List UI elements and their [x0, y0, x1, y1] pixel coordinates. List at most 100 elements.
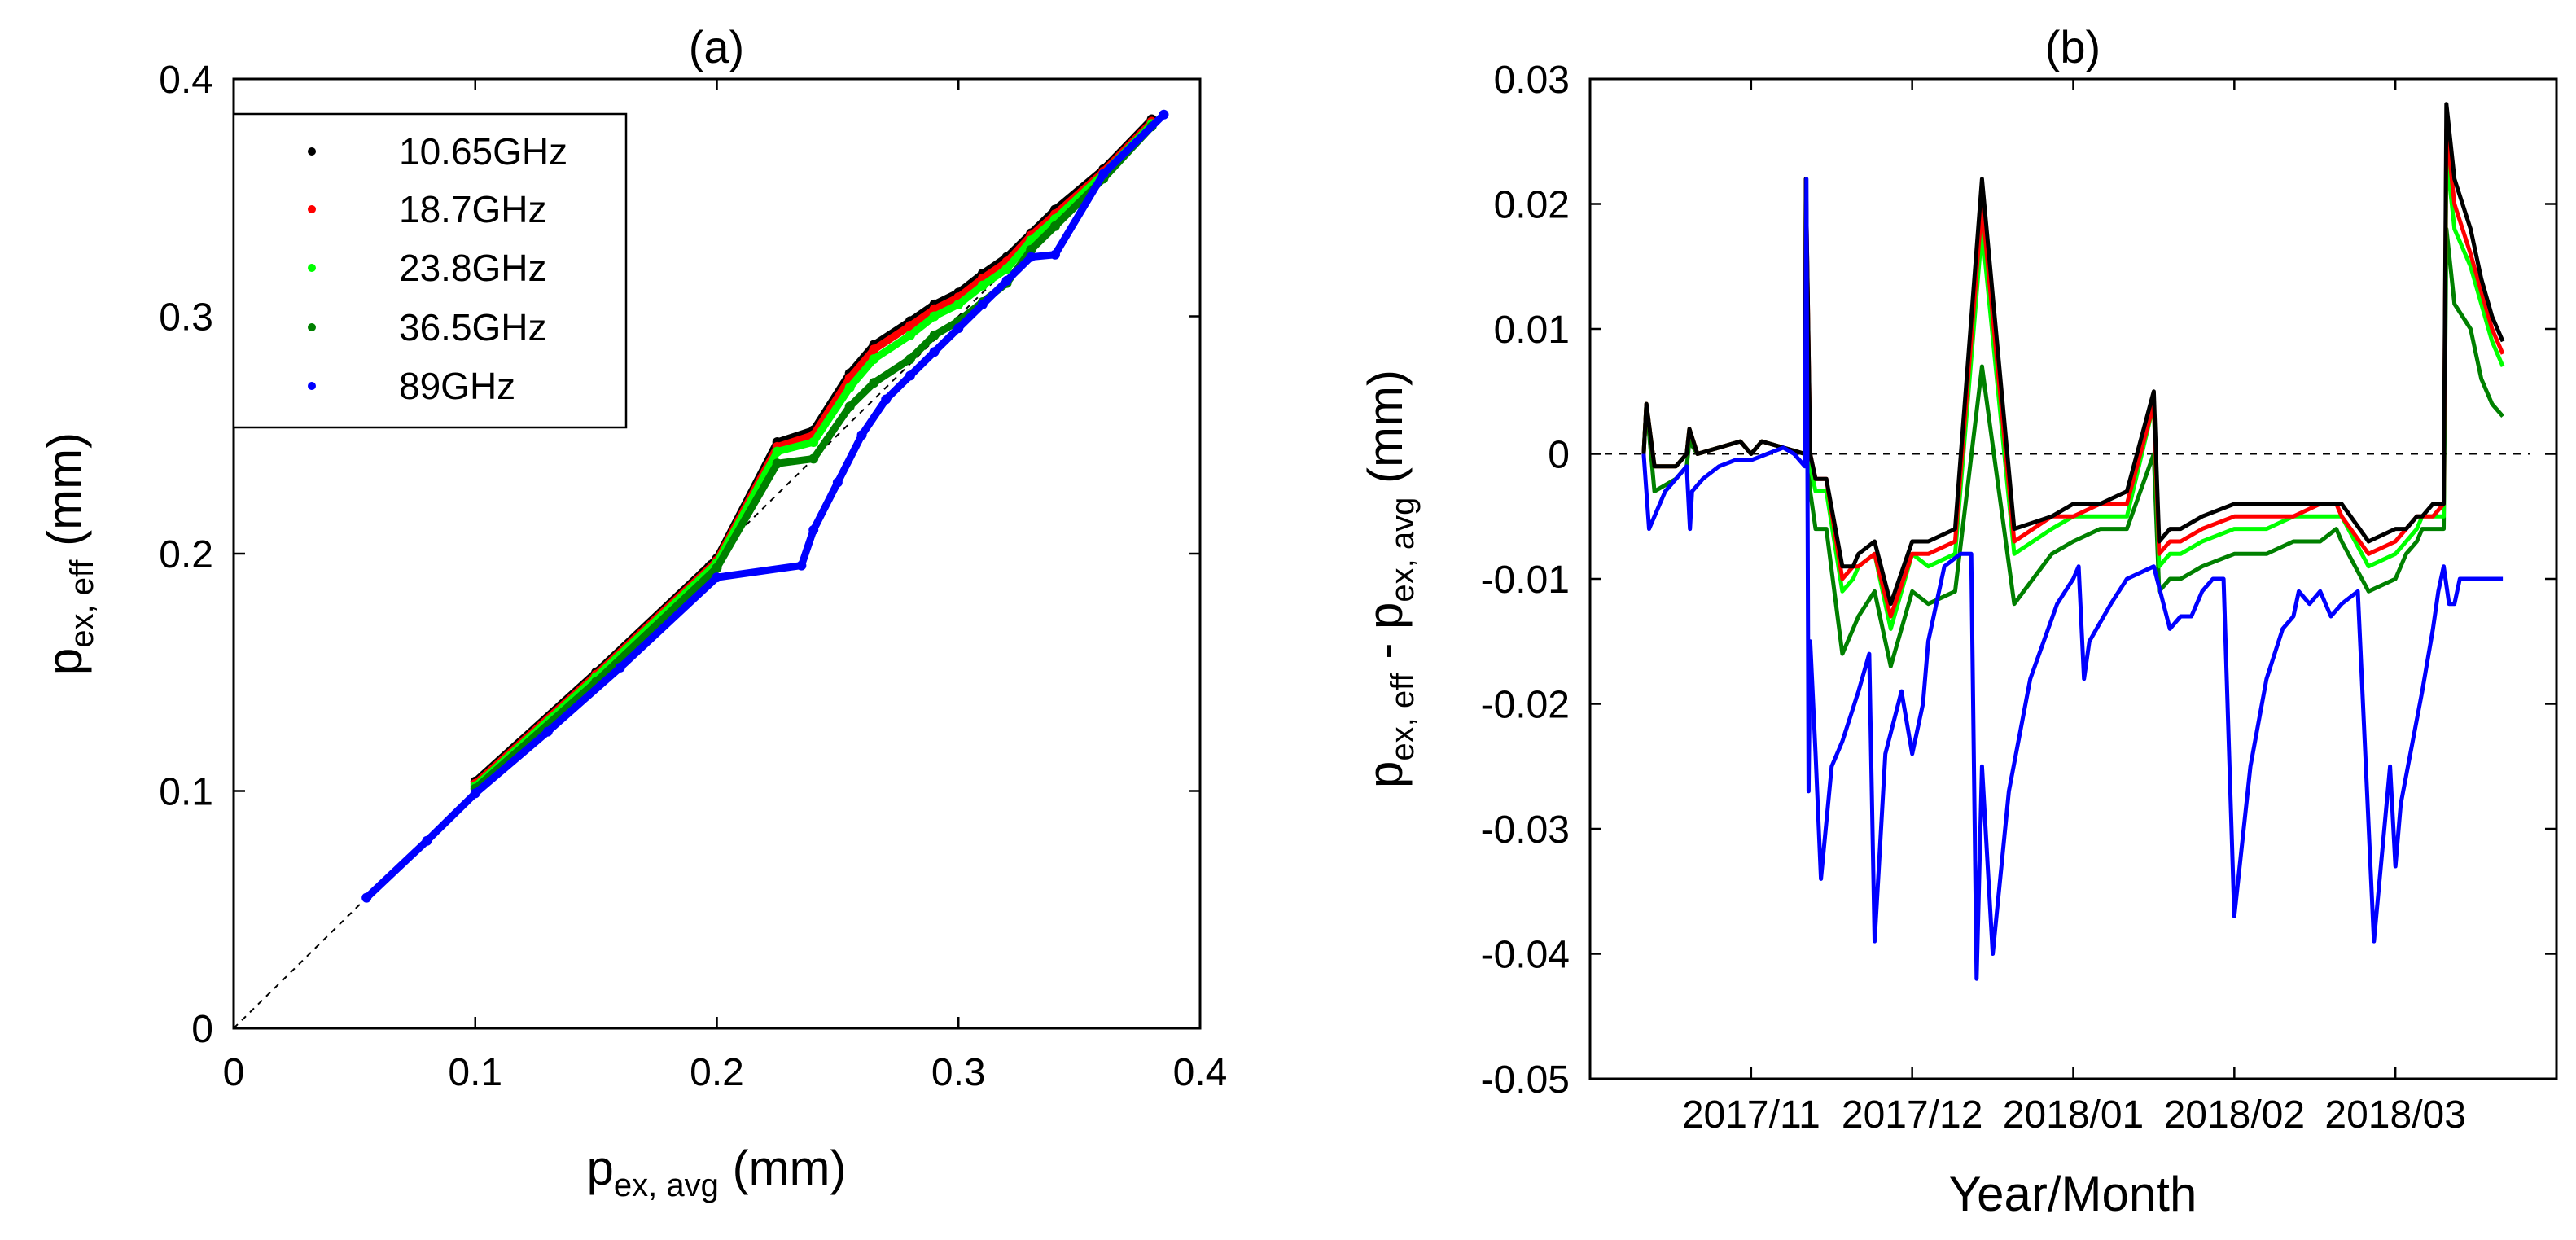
legend-marker-10-65ghz: [308, 147, 316, 156]
point-trail: [954, 282, 987, 309]
data-point: [844, 382, 855, 392]
data-point: [808, 524, 819, 535]
point-trail: [423, 789, 480, 845]
point-trail: [471, 728, 552, 797]
point-trail: [1003, 236, 1035, 273]
data-point: [1026, 252, 1036, 262]
point-trail: [870, 317, 914, 348]
data-point: [1026, 244, 1036, 255]
line-36-5ghz: [1641, 226, 2504, 668]
point-trail: [471, 677, 600, 793]
data-point: [542, 726, 553, 737]
point-trail: [809, 479, 842, 534]
point-trail: [882, 371, 914, 404]
legend-marker-23-8ghz: [308, 264, 316, 272]
data-point: [905, 353, 915, 364]
x-tick-label: 2017/12: [1842, 1093, 1983, 1137]
data-point: [881, 394, 892, 405]
data-point: [796, 560, 807, 571]
y-tick-label: 0.03: [1494, 59, 1570, 102]
legend-label-10-65ghz: 10.65GHz: [399, 130, 567, 173]
x-tick-label: 2018/01: [2003, 1093, 2144, 1137]
point-trail: [906, 331, 939, 363]
data-point: [615, 662, 625, 673]
data-point: [869, 344, 879, 355]
x-tick-label: 2017/11: [1682, 1093, 1820, 1137]
data-point: [712, 563, 722, 573]
data-point: [1159, 109, 1169, 120]
legend-label-18-7ghz: 18.7GHz: [399, 188, 547, 230]
data-point: [712, 572, 722, 583]
data-point: [1049, 221, 1060, 231]
data-point: [1049, 249, 1060, 260]
point-trail: [773, 438, 817, 456]
legend-marker-89ghz: [308, 382, 316, 390]
point-trail: [797, 526, 817, 570]
legend-box: [232, 112, 628, 429]
x-tick-label: 0.2: [690, 1051, 744, 1094]
line-23-8ghz: [1641, 151, 2505, 631]
y-tick-label: -0.03: [1481, 808, 1570, 852]
point-trail: [954, 274, 987, 301]
point-trail: [713, 459, 782, 572]
data-point: [772, 458, 782, 469]
data-point: [1001, 275, 1012, 286]
point-trail: [954, 300, 987, 332]
panel-b-title: (b): [2045, 21, 2101, 72]
data-point: [422, 835, 432, 846]
point-trail: [931, 324, 962, 356]
point-trail: [592, 563, 721, 686]
point-trail: [362, 837, 431, 902]
point-trail: [544, 664, 624, 736]
point-trail: [809, 374, 854, 439]
data-point: [470, 788, 480, 799]
data-point: [1001, 264, 1012, 274]
point-trail: [773, 454, 817, 467]
point-trail: [834, 431, 866, 487]
x-tick-label: 2018/03: [2324, 1093, 2466, 1137]
point-trail: [906, 348, 939, 379]
point-trail: [1027, 222, 1059, 254]
point-trail: [846, 345, 878, 382]
point-trail: [809, 383, 854, 446]
x-tick-label: 2018/02: [2164, 1093, 2306, 1137]
point-trail: [846, 355, 878, 392]
legend-marker-18-7ghz: [308, 205, 316, 213]
point-trail: [979, 265, 1011, 290]
panel-a-title: (a): [689, 21, 744, 72]
data-point: [869, 378, 879, 388]
data-point: [869, 353, 879, 364]
point-trail: [870, 322, 914, 353]
point-trail: [713, 562, 805, 581]
data-point: [905, 321, 915, 331]
point-trail: [809, 402, 854, 462]
legend-label-36-5ghz: 36.5GHz: [399, 306, 547, 348]
data-point: [361, 892, 372, 903]
panel-a-x-axis-label: pex, avg (mm): [587, 1141, 847, 1203]
panel-a-legend: 10.65GHz 18.7GHz 23.8GHz 36.5GHz 89GHz: [232, 112, 628, 429]
panel-a-y-axis-label: pex, eff (mm): [37, 432, 100, 675]
y-tick-label: -0.02: [1481, 684, 1570, 727]
point-trail: [979, 277, 1011, 309]
point-trail: [858, 396, 890, 439]
legend-label-23-8ghz: 23.8GHz: [399, 247, 547, 289]
point-trail: [846, 379, 878, 410]
point-trail: [773, 431, 817, 451]
y-tick-label: 0.02: [1494, 184, 1570, 227]
data-point: [953, 299, 964, 309]
legend-marker-36-5ghz: [308, 323, 316, 331]
panel-a-scatter: (a) 0 0.1 0.2 0.3 0.4 0 0.1 0.2 0.3 0.4 pex, avg …: [37, 21, 1227, 1203]
point-trail: [906, 305, 939, 330]
panel-b-line: (b) 2017/11 2017/12 2018/01 2018/02 2018/03 -…: [1358, 21, 2558, 1221]
data-point: [808, 453, 819, 464]
point-trail: [1051, 170, 1107, 259]
data-point: [953, 323, 964, 334]
y-tick-label: 0.2: [159, 533, 213, 576]
data-point: [929, 311, 940, 322]
y-tick-label: 0.01: [1494, 309, 1570, 352]
data-point: [977, 299, 988, 309]
point-trail: [1027, 215, 1059, 244]
data-point: [905, 330, 915, 340]
data-point: [929, 347, 940, 357]
